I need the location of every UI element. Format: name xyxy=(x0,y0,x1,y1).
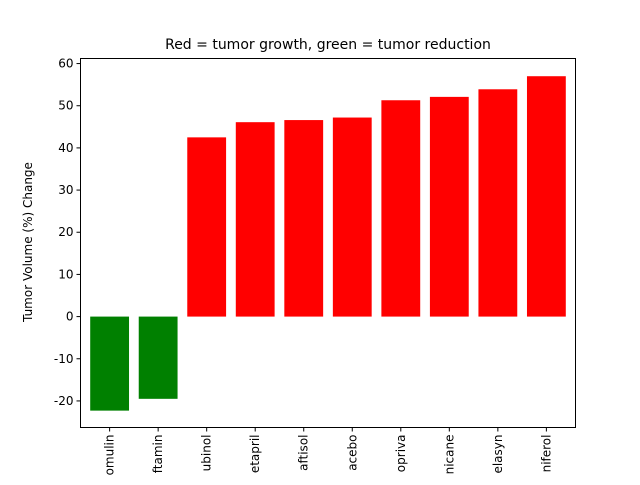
bar-nicane xyxy=(429,96,469,317)
chart-title: Red = tumor growth, green = tumor reduct… xyxy=(165,37,491,53)
x-tick-label: acebo xyxy=(345,435,359,471)
x-tick-label: elasyn xyxy=(491,435,505,474)
bars xyxy=(90,76,566,411)
y-tick-label: 60 xyxy=(58,57,73,71)
plot-frame xyxy=(80,58,576,428)
x-tick-label: nicane xyxy=(442,435,456,475)
bar-omulin xyxy=(90,316,130,411)
y-axis: -20 -10 0 10 20 30 40 50 60 xyxy=(54,57,81,408)
bar-etapril xyxy=(235,122,275,317)
bar-opriva xyxy=(381,100,421,317)
bar-ftamin xyxy=(138,316,178,399)
x-tick-label: ftamin xyxy=(151,435,165,474)
y-tick-label: 0 xyxy=(66,310,74,324)
y-tick-label: 30 xyxy=(58,183,73,197)
x-axis: omulin ftamin ubinol etapril aftisol acebo opr… xyxy=(103,427,553,476)
x-tick-label: etapril xyxy=(248,435,262,474)
y-tick-label: 40 xyxy=(58,141,73,155)
x-tick-label: ubinol xyxy=(200,435,214,472)
bar-ubinol xyxy=(187,137,227,317)
y-tick-label: 10 xyxy=(58,267,73,281)
y-tick-label: -10 xyxy=(54,352,74,366)
bar-niferol xyxy=(526,76,566,317)
x-tick-label: aftisol xyxy=(297,435,311,471)
y-axis-label: Tumor Volume (%) Change xyxy=(21,162,35,323)
bar-acebo xyxy=(332,117,372,317)
x-tick-label: opriva xyxy=(394,435,408,473)
y-tick-label: 50 xyxy=(58,99,73,113)
y-tick-label: 20 xyxy=(58,225,73,239)
x-tick-label: niferol xyxy=(539,435,553,473)
x-tick-label: omulin xyxy=(103,435,117,476)
bar-aftisol xyxy=(284,120,324,317)
bar-elasyn xyxy=(478,89,518,317)
y-tick-label: -20 xyxy=(54,394,74,408)
